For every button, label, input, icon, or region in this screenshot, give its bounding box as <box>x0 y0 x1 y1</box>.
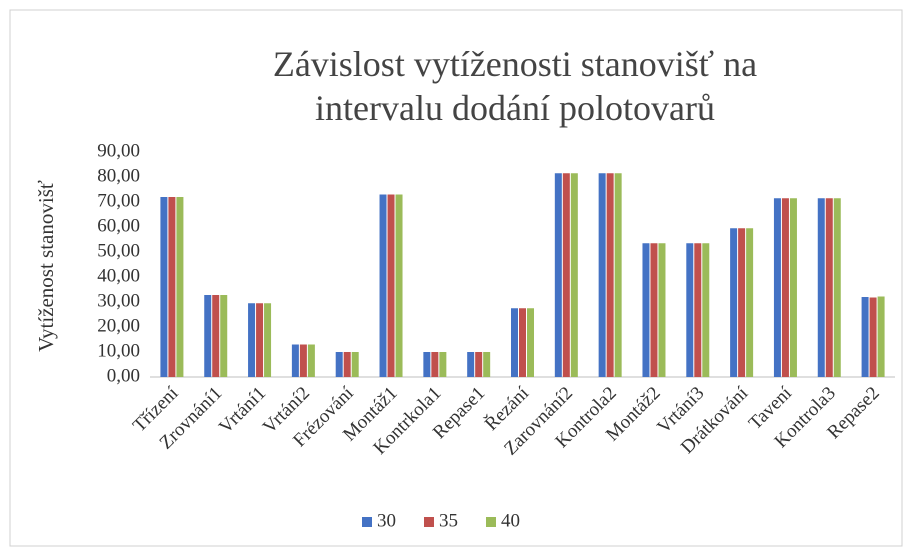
bar <box>833 198 841 377</box>
y-tick-label: 40,00 <box>97 265 140 286</box>
y-tick-label: 10,00 <box>97 340 140 361</box>
bar <box>335 352 343 377</box>
bar <box>606 173 614 377</box>
legend-label: 30 <box>377 510 396 531</box>
bar <box>642 243 650 377</box>
bar <box>511 308 518 377</box>
bar <box>439 352 447 377</box>
bar <box>168 197 176 377</box>
legend-swatch <box>424 517 434 527</box>
bar <box>614 173 622 377</box>
bar <box>220 295 228 377</box>
bar <box>291 344 299 377</box>
bar <box>351 352 359 377</box>
bar <box>686 243 694 377</box>
bar <box>694 243 702 377</box>
bar <box>817 198 825 377</box>
bar <box>256 303 264 377</box>
bar <box>738 228 746 377</box>
legend-label: 35 <box>439 510 458 531</box>
y-tick-label: 60,00 <box>97 215 140 236</box>
bar <box>702 243 710 377</box>
bar <box>658 243 666 377</box>
bar <box>877 296 885 377</box>
bar <box>598 173 606 377</box>
bar <box>773 198 781 377</box>
bar <box>467 352 475 377</box>
bar <box>781 198 789 377</box>
bar <box>483 352 491 377</box>
legend-swatch <box>486 517 496 527</box>
y-tick-label: 20,00 <box>97 315 140 336</box>
bar <box>570 173 578 377</box>
bar <box>299 344 307 377</box>
bar <box>789 198 797 377</box>
bar <box>650 243 658 377</box>
chart-title: Závislost vytíženosti stanovišť na inter… <box>272 44 758 128</box>
bar <box>825 198 833 377</box>
legend-label: 40 <box>501 510 520 531</box>
y-axis-label: Vytíženost stanovišť <box>34 180 58 352</box>
y-tick-label: 80,00 <box>97 165 140 186</box>
bar <box>869 297 877 377</box>
bar <box>387 194 395 377</box>
bar <box>431 352 439 377</box>
bar <box>395 194 403 377</box>
bar <box>730 228 738 377</box>
bar <box>212 295 220 377</box>
chart-frame <box>9 9 903 547</box>
bar <box>160 197 168 377</box>
y-tick-label: 0,00 <box>107 365 140 386</box>
legend-swatch <box>362 517 372 527</box>
y-tick-label: 70,00 <box>97 190 140 211</box>
bar <box>248 303 256 377</box>
bar <box>379 194 387 377</box>
bar <box>861 297 869 377</box>
bar <box>176 197 184 377</box>
y-tick-label: 90,00 <box>97 140 140 161</box>
bar <box>746 228 754 377</box>
bar <box>562 173 570 377</box>
y-tick-label: 30,00 <box>97 290 140 311</box>
bar <box>519 308 526 377</box>
bar <box>423 352 431 377</box>
bar <box>527 308 534 377</box>
bar <box>307 344 315 377</box>
bar <box>204 295 212 377</box>
bar <box>475 352 483 377</box>
bar <box>343 352 351 377</box>
bar <box>264 303 272 377</box>
y-tick-label: 50,00 <box>97 240 140 261</box>
bar <box>554 173 562 377</box>
x-tick-label: Vrtání1 <box>215 383 270 438</box>
